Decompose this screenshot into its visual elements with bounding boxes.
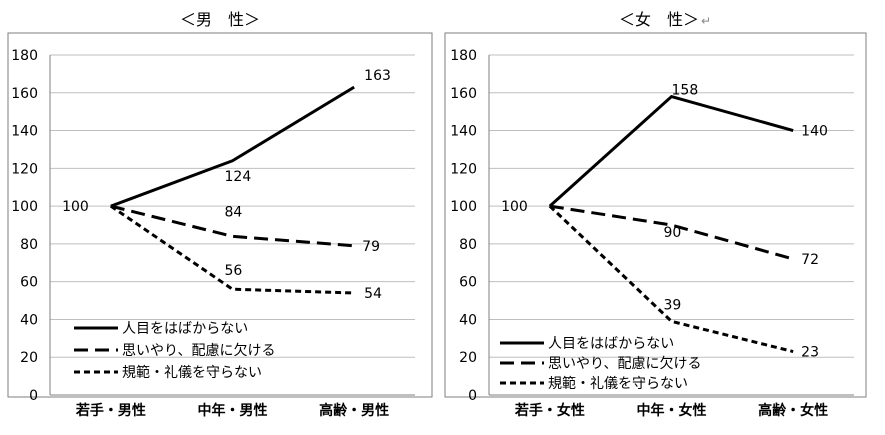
y-tick-label: 120: [450, 161, 477, 177]
chart-0-group: 0 20 40 60 80 100 120 140 160 180 若手・男性 中年・男性 高齢・男性 1…: [7, 32, 433, 419]
chart-title-male: ＜男 性＞: [179, 10, 260, 29]
legend-label-2: 思いやり、配慮に欠ける: [548, 356, 701, 372]
x-category-label: 中年・男性: [198, 402, 268, 419]
y-tick-label: 80: [459, 237, 477, 253]
data-label: 79: [362, 239, 380, 255]
y-tick-label: 180: [11, 48, 38, 64]
legend-label-2: 思いやり、配慮に欠ける: [122, 343, 275, 359]
y-tick-label: 100: [11, 199, 38, 215]
x-category-label: 高齢・女性: [758, 402, 828, 419]
data-label: 84: [225, 204, 243, 220]
data-label: 39: [664, 297, 682, 313]
chart-1-group: 0 20 40 60 80 100 120 140 160 180 若手・女性 中年・女性 高齢・女性 1…: [444, 32, 867, 419]
chart-title-female: ＜女 性＞ ↵: [445, 6, 885, 30]
chart-frame: [7, 32, 433, 398]
data-label: 100: [501, 199, 528, 215]
data-label: 163: [364, 68, 391, 84]
legend-label-1: 人目をはばからない: [548, 336, 674, 352]
series-line-1: [110, 85, 355, 208]
y-tick-label: 20: [459, 350, 477, 366]
y-tick-label: 180: [450, 48, 477, 64]
data-label: 23: [801, 345, 819, 361]
y-tick-label: 160: [450, 86, 477, 102]
data-label: 90: [664, 225, 682, 241]
data-label: 140: [801, 124, 828, 140]
data-label: 100: [62, 199, 89, 215]
x-category-label: 若手・男性: [75, 402, 146, 419]
y-tick-label: 80: [20, 237, 38, 253]
y-tick-label: 160: [11, 86, 38, 102]
y-tick-label: 0: [29, 388, 38, 404]
y-tick-label: 140: [450, 124, 477, 140]
chart-frame: [444, 32, 867, 398]
return-mark-icon: ↵: [700, 14, 712, 28]
y-tick-label: 100: [450, 199, 477, 215]
y-tick-label: 60: [459, 275, 477, 291]
series-line-1: [548, 95, 794, 208]
legend-label-3: 規範・礼儀を守らない: [548, 375, 688, 392]
series-line-3: [548, 205, 794, 354]
y-tick-label: 120: [11, 161, 38, 177]
chart-title-female-text: ＜女 性＞: [618, 10, 699, 29]
x-category-label: 若手・女性: [514, 402, 585, 419]
y-tick-label: 140: [11, 124, 38, 140]
y-tick-label: 20: [20, 350, 38, 366]
legend-label-1: 人目をはばからない: [122, 321, 248, 337]
y-tick-label: 60: [20, 275, 38, 291]
data-label: 56: [225, 263, 243, 279]
data-label: 72: [801, 252, 819, 268]
x-category-label: 高齢・男性: [319, 402, 389, 419]
data-label: 124: [225, 169, 252, 185]
y-tick-label: 40: [459, 312, 477, 328]
legend-label-3: 規範・礼儀を守らない: [122, 364, 262, 381]
y-tick-label: 40: [20, 312, 38, 328]
x-category-label: 中年・女性: [637, 402, 707, 419]
data-label: 54: [364, 286, 382, 302]
y-tick-label: 0: [468, 388, 477, 404]
data-label: 158: [672, 83, 699, 99]
